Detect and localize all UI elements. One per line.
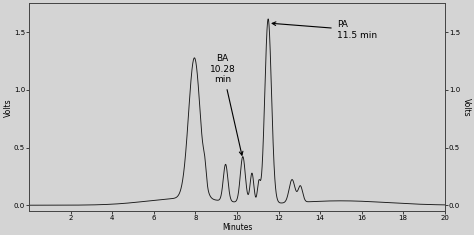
- X-axis label: Minutes: Minutes: [222, 223, 252, 231]
- Text: PA
11.5 min: PA 11.5 min: [272, 20, 377, 40]
- Y-axis label: Volts: Volts: [3, 98, 12, 117]
- Text: BA
10.28
min: BA 10.28 min: [210, 54, 243, 155]
- Y-axis label: Volts: Volts: [462, 98, 471, 117]
